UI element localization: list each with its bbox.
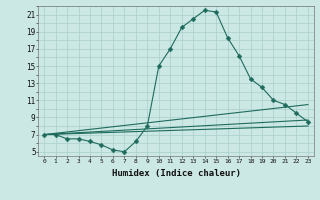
X-axis label: Humidex (Indice chaleur): Humidex (Indice chaleur) (111, 169, 241, 178)
